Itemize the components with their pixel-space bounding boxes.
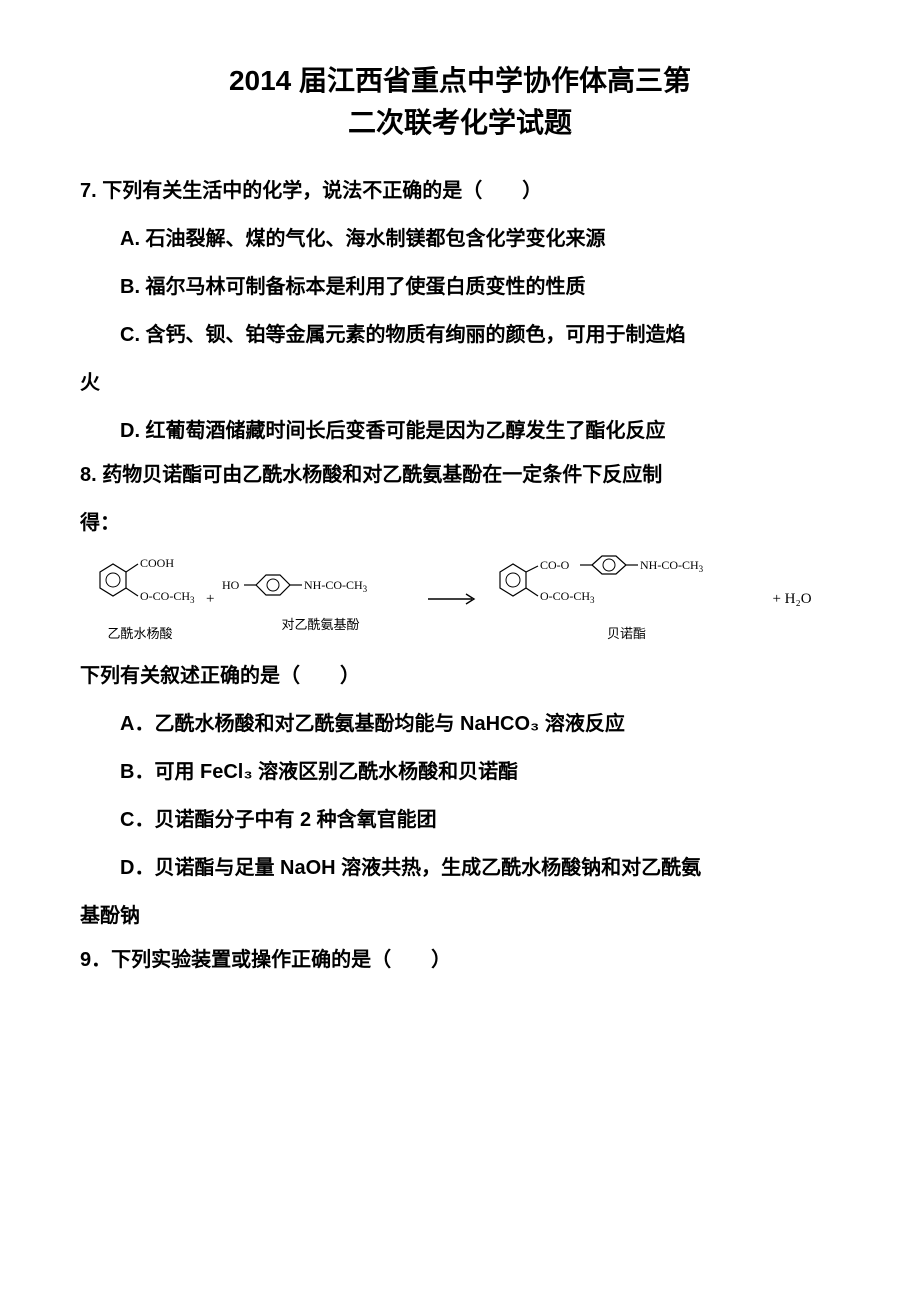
- q7-opt-a: A. 石油裂解、煤的气化、海水制镁都包含化学变化来源: [80, 220, 840, 258]
- label-nhcoch3-1: NH-CO-CH: [304, 578, 363, 592]
- sub3-2: 3: [363, 584, 368, 594]
- q7-opt-d: D. 红葡萄酒储藏时间长后变香可能是因为乙醇发生了酯化反应: [80, 412, 840, 450]
- reaction-scheme: COOH O-CO-CH3 乙酰水杨酸 + HO NH-CO-CH3 对乙酰氨基…: [80, 552, 840, 647]
- mol-label-3: 贝诺酯: [607, 622, 646, 647]
- q7-opt-c-pre: C. 含钙、钡、铂等金属元素的物质有绚丽的颜色，可用于制造焰: [80, 316, 840, 354]
- q7-opt-b: B. 福尔马林可制备标本是利用了使蛋白质变性的性质: [80, 268, 840, 306]
- arrow-icon: [426, 589, 480, 609]
- q8-stem3: 下列有关叙述正确的是（ ）: [80, 657, 840, 695]
- plus-h2o: + H₂O: [772, 585, 811, 614]
- mol-label-1: 乙酰水杨酸: [107, 622, 172, 647]
- q8-opt-d-post: 基酚钠: [80, 897, 840, 935]
- q8-stem1: 8. 药物贝诺酯可由乙酰水杨酸和对乙酰氨基酚在一定条件下反应制: [80, 456, 840, 494]
- label-coo: CO-O: [540, 558, 570, 572]
- label-ho: HO: [222, 578, 240, 592]
- mol-label-2: 对乙酰氨基酚: [281, 613, 359, 638]
- sub3-3: 3: [699, 564, 704, 574]
- label-cooh: COOH: [140, 556, 174, 570]
- q7-opt-c-post: 火: [80, 364, 840, 402]
- sub3-4: 3: [590, 595, 595, 605]
- q8-opt-a: A．乙酰水杨酸和对乙酰氨基酚均能与 NaHCO₃ 溶液反应: [80, 705, 840, 743]
- mol-aspirin: COOH O-CO-CH3 乙酰水杨酸: [80, 552, 200, 647]
- svg-text:NH-CO-CH3: NH-CO-CH3: [640, 558, 704, 574]
- label-ococh3-1: O-CO-CH: [140, 589, 190, 603]
- q8-opt-c: C．贝诺酯分子中有 2 种含氧官能团: [80, 801, 840, 839]
- title-line1: 2014 届江西省重点中学协作体高三第: [80, 60, 840, 102]
- plus-1: +: [206, 585, 214, 614]
- q7-stem: 7. 下列有关生活中的化学，说法不正确的是（ ）: [80, 172, 840, 210]
- title-line2: 二次联考化学试题: [80, 102, 840, 144]
- label-ococh3-2: O-CO-CH: [540, 589, 590, 603]
- sub3-1: 3: [190, 595, 195, 605]
- q8-stem2: 得：: [80, 504, 840, 542]
- svg-text:O-CO-CH3: O-CO-CH3: [140, 589, 195, 605]
- svg-text:NH-CO-CH3: NH-CO-CH3: [304, 578, 368, 594]
- svg-text:O-CO-CH3: O-CO-CH3: [540, 589, 595, 605]
- q8-opt-d-pre: D．贝诺酯与足量 NaOH 溶液共热，生成乙酰水杨酸钠和对乙酰氨: [80, 849, 840, 887]
- mol-benorilate: CO-O NH-CO-CH3 O-CO-CH3 贝诺酯: [486, 552, 766, 647]
- q8-opt-b: B．可用 FeCl₃ 溶液区别乙酰水杨酸和贝诺酯: [80, 753, 840, 791]
- mol-paracetamol: HO NH-CO-CH3 对乙酰氨基酚: [220, 561, 420, 638]
- q9-stem: 9．下列实验装置或操作正确的是（ ）: [80, 941, 840, 979]
- label-nhcoch3-2: NH-CO-CH: [640, 558, 699, 572]
